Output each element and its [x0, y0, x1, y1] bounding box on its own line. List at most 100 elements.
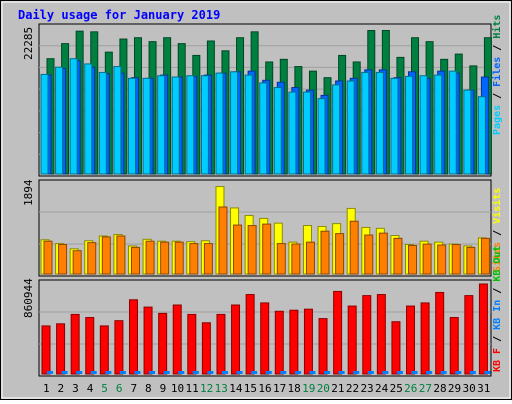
kbin-mark-day-22	[353, 371, 360, 374]
x-tick-label-day-18: 18	[288, 382, 301, 395]
sites-bar-day-31	[480, 237, 490, 275]
sites-bar-day-12	[203, 243, 213, 275]
kbf-bar-day-30	[464, 295, 474, 375]
kbf-bar-day-28	[435, 291, 445, 375]
pages-bar-day-18	[288, 91, 297, 175]
pages-bar-day-17	[273, 87, 282, 175]
sites-bar-day-29	[451, 244, 461, 275]
sites-bar-day-10	[174, 241, 184, 275]
kbin-mark-day-29	[455, 371, 462, 374]
pages-bar-day-2	[55, 66, 64, 175]
panel1-ymax-label: 22285	[22, 27, 35, 60]
panel2-ymax-label: 1894	[22, 179, 35, 206]
kbf-bar-day-14	[231, 304, 241, 375]
sites-bar-day-24	[378, 232, 388, 275]
x-tick-label-day-20: 20	[317, 382, 330, 395]
kbin-mark-day-14	[236, 371, 243, 374]
kbf-bar-day-19	[303, 308, 313, 375]
pages-bar-day-27	[419, 75, 428, 175]
x-tick-label-day-5: 5	[101, 382, 108, 395]
kbf-bar-day-29	[449, 317, 459, 375]
kbin-mark-day-4	[90, 371, 97, 374]
kbin-mark-day-26	[411, 371, 418, 374]
legend-item-files: Files	[491, 57, 503, 87]
kbin-mark-day-25	[396, 371, 403, 374]
kbin-mark-day-20	[324, 371, 331, 374]
x-tick-label-day-23: 23	[360, 382, 373, 395]
kbf-bar-day-5	[99, 325, 109, 375]
legend-item-kb-f: KB F	[492, 348, 503, 372]
kbin-mark-day-8	[149, 371, 156, 374]
kbf-bar-day-2	[56, 323, 66, 375]
legend-item-kb-in: KB In	[492, 300, 503, 330]
kbf-bar-day-7	[128, 299, 138, 375]
kbin-mark-day-30	[469, 371, 476, 374]
kbin-mark-day-31	[484, 371, 491, 374]
kbin-mark-day-2	[61, 371, 68, 374]
x-tick-label-day-16: 16	[258, 382, 271, 395]
x-tick-label-day-30: 30	[463, 382, 476, 395]
sites-bar-day-26	[408, 244, 418, 275]
pages-bar-day-1	[40, 73, 49, 175]
legend-item-visits: Visits	[491, 188, 503, 224]
sites-bar-day-7	[130, 246, 140, 275]
panel-1-legend: Pages / Files / Hits	[491, 15, 503, 135]
kbin-mark-day-21	[338, 371, 345, 374]
pages-bar-day-15	[244, 74, 253, 175]
sites-bar-day-1	[43, 240, 53, 275]
kbin-mark-day-27	[426, 371, 433, 374]
pages-bar-day-19	[302, 91, 311, 175]
legend-separator: /	[492, 87, 503, 105]
x-tick-label-day-25: 25	[390, 382, 403, 395]
kbf-bar-day-13	[216, 313, 226, 375]
sites-bar-day-19	[305, 241, 315, 275]
x-tick-label-day-3: 3	[72, 382, 79, 395]
x-tick-label-day-15: 15	[244, 382, 257, 395]
pages-bar-day-9	[157, 75, 166, 175]
kbf-bar-day-1	[41, 325, 51, 375]
kbin-mark-day-7	[134, 371, 141, 374]
pages-bar-day-8	[142, 77, 151, 175]
pages-bar-day-20	[317, 98, 326, 175]
pages-bar-day-30	[463, 89, 472, 175]
kbf-bar-day-27	[420, 302, 430, 375]
pages-bar-day-23	[361, 71, 370, 175]
x-tick-label-day-27: 27	[419, 382, 432, 395]
kbf-bar-day-10	[172, 304, 182, 375]
x-tick-label-day-29: 29	[448, 382, 461, 395]
x-tick-label-day-9: 9	[160, 382, 167, 395]
legend-separator: /	[492, 330, 503, 348]
kbf-bar-day-15	[245, 294, 255, 375]
kbf-bar-day-12	[201, 322, 211, 375]
x-tick-label-day-4: 4	[87, 382, 94, 395]
sites-bar-day-16	[262, 223, 272, 275]
kbin-mark-day-3	[76, 371, 83, 374]
legend-item-kb-out: KB Out	[492, 246, 503, 282]
legend-item-hits: Hits	[491, 15, 503, 39]
kbf-bar-day-20	[318, 318, 328, 375]
kbf-bar-day-8	[143, 306, 153, 375]
kbin-mark-day-6	[119, 371, 126, 374]
kbin-mark-day-5	[105, 371, 112, 374]
kbf-bar-day-23	[362, 295, 372, 375]
x-tick-label-day-12: 12	[200, 382, 213, 395]
kbf-bar-day-9	[158, 312, 168, 375]
pages-bar-day-24	[375, 71, 384, 175]
kbf-bar-day-24	[376, 294, 386, 375]
sites-bar-day-20	[320, 230, 330, 275]
legend-item-sites: Sites	[491, 242, 503, 272]
sites-bar-day-4	[87, 242, 97, 275]
kbf-bar-day-21	[333, 290, 343, 375]
pages-bar-day-31	[477, 96, 486, 175]
sites-bar-day-28	[437, 244, 447, 275]
kbin-mark-day-1	[47, 371, 53, 374]
pages-bar-day-4	[84, 63, 93, 175]
kbin-mark-day-24	[382, 371, 389, 374]
pages-bar-day-12	[200, 75, 209, 175]
kbin-mark-day-12	[207, 371, 214, 374]
x-tick-label-day-14: 14	[229, 382, 243, 395]
pages-bar-day-21	[332, 84, 341, 175]
x-tick-label-day-10: 10	[171, 382, 184, 395]
kbf-bar-day-17	[274, 310, 284, 375]
kbin-mark-day-15	[251, 371, 258, 374]
